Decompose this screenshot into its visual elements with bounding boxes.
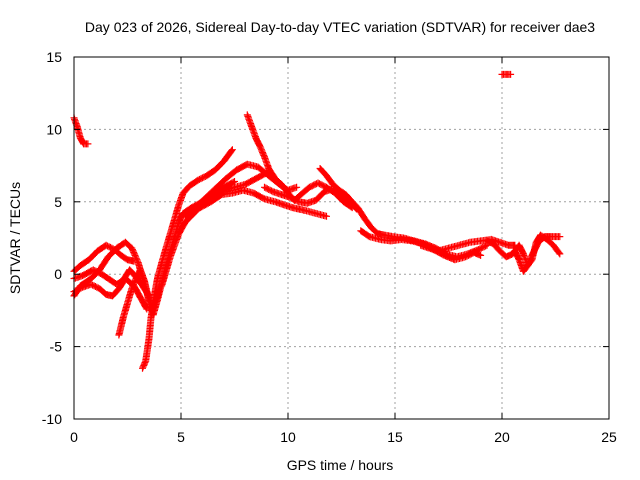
y-tick-label: -10 (42, 411, 62, 427)
marker-trace (316, 165, 491, 261)
y-tick-label: 15 (46, 49, 62, 65)
x-tick-label: 5 (177, 429, 185, 445)
y-tick-label: 10 (46, 121, 62, 137)
y-tick-label: 0 (54, 266, 62, 282)
data-points (70, 70, 564, 372)
x-tick-label: 15 (387, 429, 403, 445)
axis-ticks (73, 56, 610, 420)
chart-title: Day 023 of 2026, Sidereal Day-to-day VTE… (85, 19, 595, 35)
x-tick-label: 0 (70, 429, 78, 445)
series-track-19 (498, 70, 515, 78)
x-tick-label: 10 (280, 429, 296, 445)
x-tick-label: 25 (601, 429, 617, 445)
marker-trace (115, 266, 153, 339)
x-tick-label: 20 (494, 429, 510, 445)
marker-trace (498, 70, 515, 78)
y-tick-labels: -10 -5 0 5 10 15 (42, 49, 62, 427)
series-track-14 (316, 165, 491, 261)
y-axis-label: SDTVAR / TECUs (7, 182, 23, 294)
series-track-18 (511, 233, 564, 275)
marker-trace (511, 233, 564, 275)
y-tick-label: 5 (54, 194, 62, 210)
series-track-11 (196, 186, 330, 220)
x-tick-labels: 0 5 10 15 20 25 (70, 429, 617, 445)
series-track-6 (115, 266, 153, 339)
y-tick-label: -5 (50, 339, 63, 355)
marker-trace (196, 186, 330, 220)
x-axis-label: GPS time / hours (287, 457, 394, 473)
grid-lines (74, 57, 609, 419)
plot-frame (73, 56, 610, 420)
